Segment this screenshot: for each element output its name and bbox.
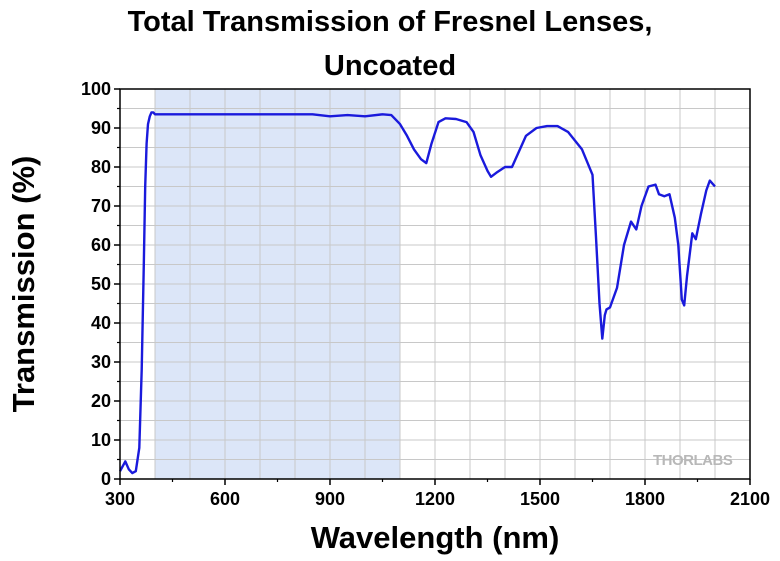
y-tick-label: 50 [91,274,111,294]
x-tick-label: 1800 [625,489,665,509]
y-tick-label: 30 [91,352,111,372]
x-tick-label: 900 [315,489,345,509]
x-axis-label: Wavelength (nm) [310,520,560,555]
y-tick-label: 40 [91,313,111,333]
y-tick-label: 20 [91,391,111,411]
chart-title-line2: Uncoated [323,50,457,82]
y-tick-label: 80 [91,157,111,177]
series-line-0 [118,111,716,475]
y-tick-label: 60 [91,235,111,255]
y-tick-label: 90 [91,118,111,138]
x-tick-label: 300 [105,489,135,509]
y-tick-label: 100 [81,79,111,99]
x-tick-label: 2100 [730,489,770,509]
chart-title-line1: Total Transmission of Fresnel Lenses, [127,6,653,38]
y-tick-label: 0 [101,469,111,489]
x-tick-label: 1200 [415,489,455,509]
x-tick-label: 1500 [520,489,560,509]
x-tick-label: 600 [210,489,240,509]
brand-watermark: THORLABS [653,452,733,469]
y-tick-label: 10 [91,430,111,450]
y-axis-label: Transmission (%) [6,155,41,413]
y-tick-label: 70 [91,196,111,216]
